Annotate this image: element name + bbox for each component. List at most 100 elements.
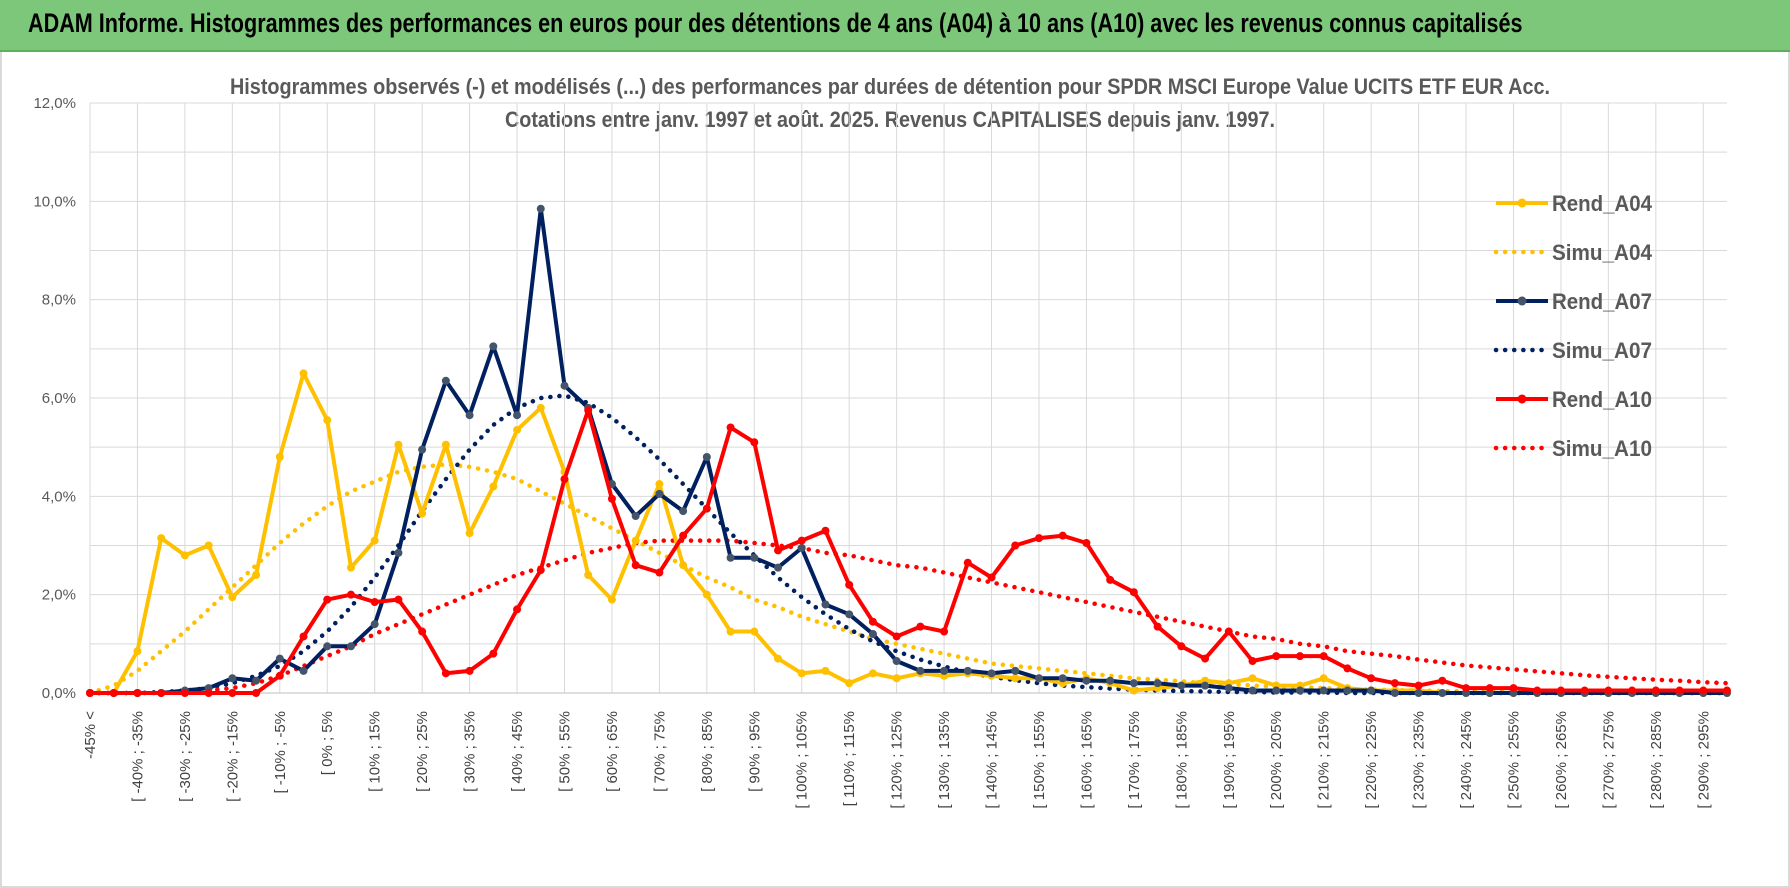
data-point xyxy=(1129,679,1138,688)
data-point xyxy=(299,369,308,378)
data-point xyxy=(1367,674,1376,683)
data-point xyxy=(252,571,261,579)
data-point xyxy=(228,674,237,683)
data-point xyxy=(750,553,759,562)
y-tick-label: 8,0% xyxy=(42,292,76,309)
data-point xyxy=(1011,541,1020,550)
x-tick-label: [ 290% ; 295% xyxy=(1695,711,1712,809)
data-point xyxy=(323,595,332,604)
y-tick-label: 6,0% xyxy=(42,390,76,407)
series-simu-a10 xyxy=(87,538,1730,696)
legend-item-rend-a10: Rend_A10 xyxy=(1496,387,1652,412)
series-rend-a10 xyxy=(86,406,1731,697)
x-tick-label: [ 190% ; 195% xyxy=(1221,711,1238,809)
x-tick-label: [ 230% ; 235% xyxy=(1411,711,1428,809)
data-point xyxy=(133,689,142,697)
data-point xyxy=(1699,686,1708,695)
data-point xyxy=(1082,539,1091,548)
data-point xyxy=(418,627,427,636)
data-point xyxy=(750,627,759,636)
data-point xyxy=(940,666,949,675)
data-point xyxy=(346,590,355,599)
data-point xyxy=(109,689,118,697)
data-point xyxy=(1319,674,1328,683)
x-tick-label: [ 100% ; 105% xyxy=(794,711,811,809)
x-tick-label: [ 270% ; 275% xyxy=(1600,711,1617,809)
x-tick-label: [ 10% ; 15% xyxy=(367,711,384,792)
series-rend-a07 xyxy=(86,204,1731,697)
data-point xyxy=(1485,684,1494,693)
x-tick-label: [ 160% ; 165% xyxy=(1078,711,1095,809)
data-point xyxy=(157,689,166,697)
legend-item-simu-a10: Simu_A10 xyxy=(1493,436,1652,461)
series-line xyxy=(90,408,1727,695)
data-point xyxy=(1295,652,1304,661)
x-axis-ticks: -45% < [ -40% ; -35% [ -30% ; -25% [ -20% ;… xyxy=(82,711,1712,809)
chart-subtitle: Cotations entre janv. 1997 et août. 2025… xyxy=(505,107,1275,132)
data-point xyxy=(1533,686,1542,695)
x-tick-label: [ 260% ; 265% xyxy=(1553,711,1570,809)
data-point xyxy=(963,558,972,567)
data-point xyxy=(774,546,783,555)
data-point xyxy=(1248,686,1257,695)
data-point xyxy=(1201,681,1210,690)
data-point xyxy=(631,561,640,570)
data-point xyxy=(1177,642,1186,651)
y-axis-ticks: 0,0% 2,0% 4,0% 6,0% 8,0% 10,0% 12,0% xyxy=(33,95,76,702)
data-point xyxy=(1177,681,1186,690)
data-point xyxy=(1556,686,1565,695)
data-point xyxy=(631,536,640,545)
data-point xyxy=(702,590,711,599)
data-point xyxy=(1390,689,1399,697)
legend-item-simu-a04: Simu_A04 xyxy=(1493,240,1653,265)
data-point xyxy=(489,482,498,491)
data-point xyxy=(679,531,688,540)
x-tick-label: [ 250% ; 255% xyxy=(1505,711,1522,809)
data-point xyxy=(1272,652,1281,661)
data-point xyxy=(1295,686,1304,695)
data-point xyxy=(1723,686,1731,695)
x-tick-label: [ 30% ; 35% xyxy=(462,711,479,792)
data-point xyxy=(821,666,830,675)
data-point xyxy=(370,536,379,545)
data-point xyxy=(299,632,308,641)
series-simu-a04 xyxy=(87,462,1730,696)
data-point xyxy=(845,580,854,589)
data-point xyxy=(1034,534,1043,543)
legend-label: Simu_A07 xyxy=(1552,338,1652,363)
data-point xyxy=(726,423,735,432)
x-tick-label: [ 180% ; 185% xyxy=(1173,711,1190,809)
x-tick-label: [ 140% ; 145% xyxy=(984,711,1001,809)
data-point xyxy=(940,627,949,636)
data-point xyxy=(323,642,332,651)
data-point xyxy=(892,657,901,666)
data-point xyxy=(1153,622,1162,631)
x-tick-label: [ 210% ; 215% xyxy=(1316,711,1333,809)
data-point xyxy=(1153,679,1162,688)
data-point xyxy=(346,642,355,651)
data-point xyxy=(868,630,877,638)
data-point xyxy=(204,689,213,697)
data-point xyxy=(655,568,664,577)
data-point xyxy=(489,342,498,351)
data-point xyxy=(1343,664,1352,673)
data-point xyxy=(157,534,166,543)
data-point xyxy=(702,453,711,461)
data-point xyxy=(133,647,142,656)
data-point xyxy=(513,605,522,614)
data-point xyxy=(441,669,450,678)
y-tick-label: 2,0% xyxy=(42,587,76,604)
data-point xyxy=(631,512,640,520)
data-point xyxy=(394,548,403,557)
x-tick-label: [ -20% ; -15% xyxy=(224,711,241,802)
legend-label: Rend_A10 xyxy=(1552,387,1652,412)
data-point xyxy=(441,376,450,385)
data-point xyxy=(1628,686,1637,695)
data-point xyxy=(1248,674,1257,683)
x-tick-label: [ -10% ; -5% xyxy=(272,711,289,794)
data-point xyxy=(1106,575,1115,584)
x-tick-label: [ 200% ; 205% xyxy=(1268,711,1285,809)
data-point xyxy=(513,411,522,420)
series-line xyxy=(87,462,1730,696)
x-tick-label: [ 50% ; 55% xyxy=(556,711,573,792)
